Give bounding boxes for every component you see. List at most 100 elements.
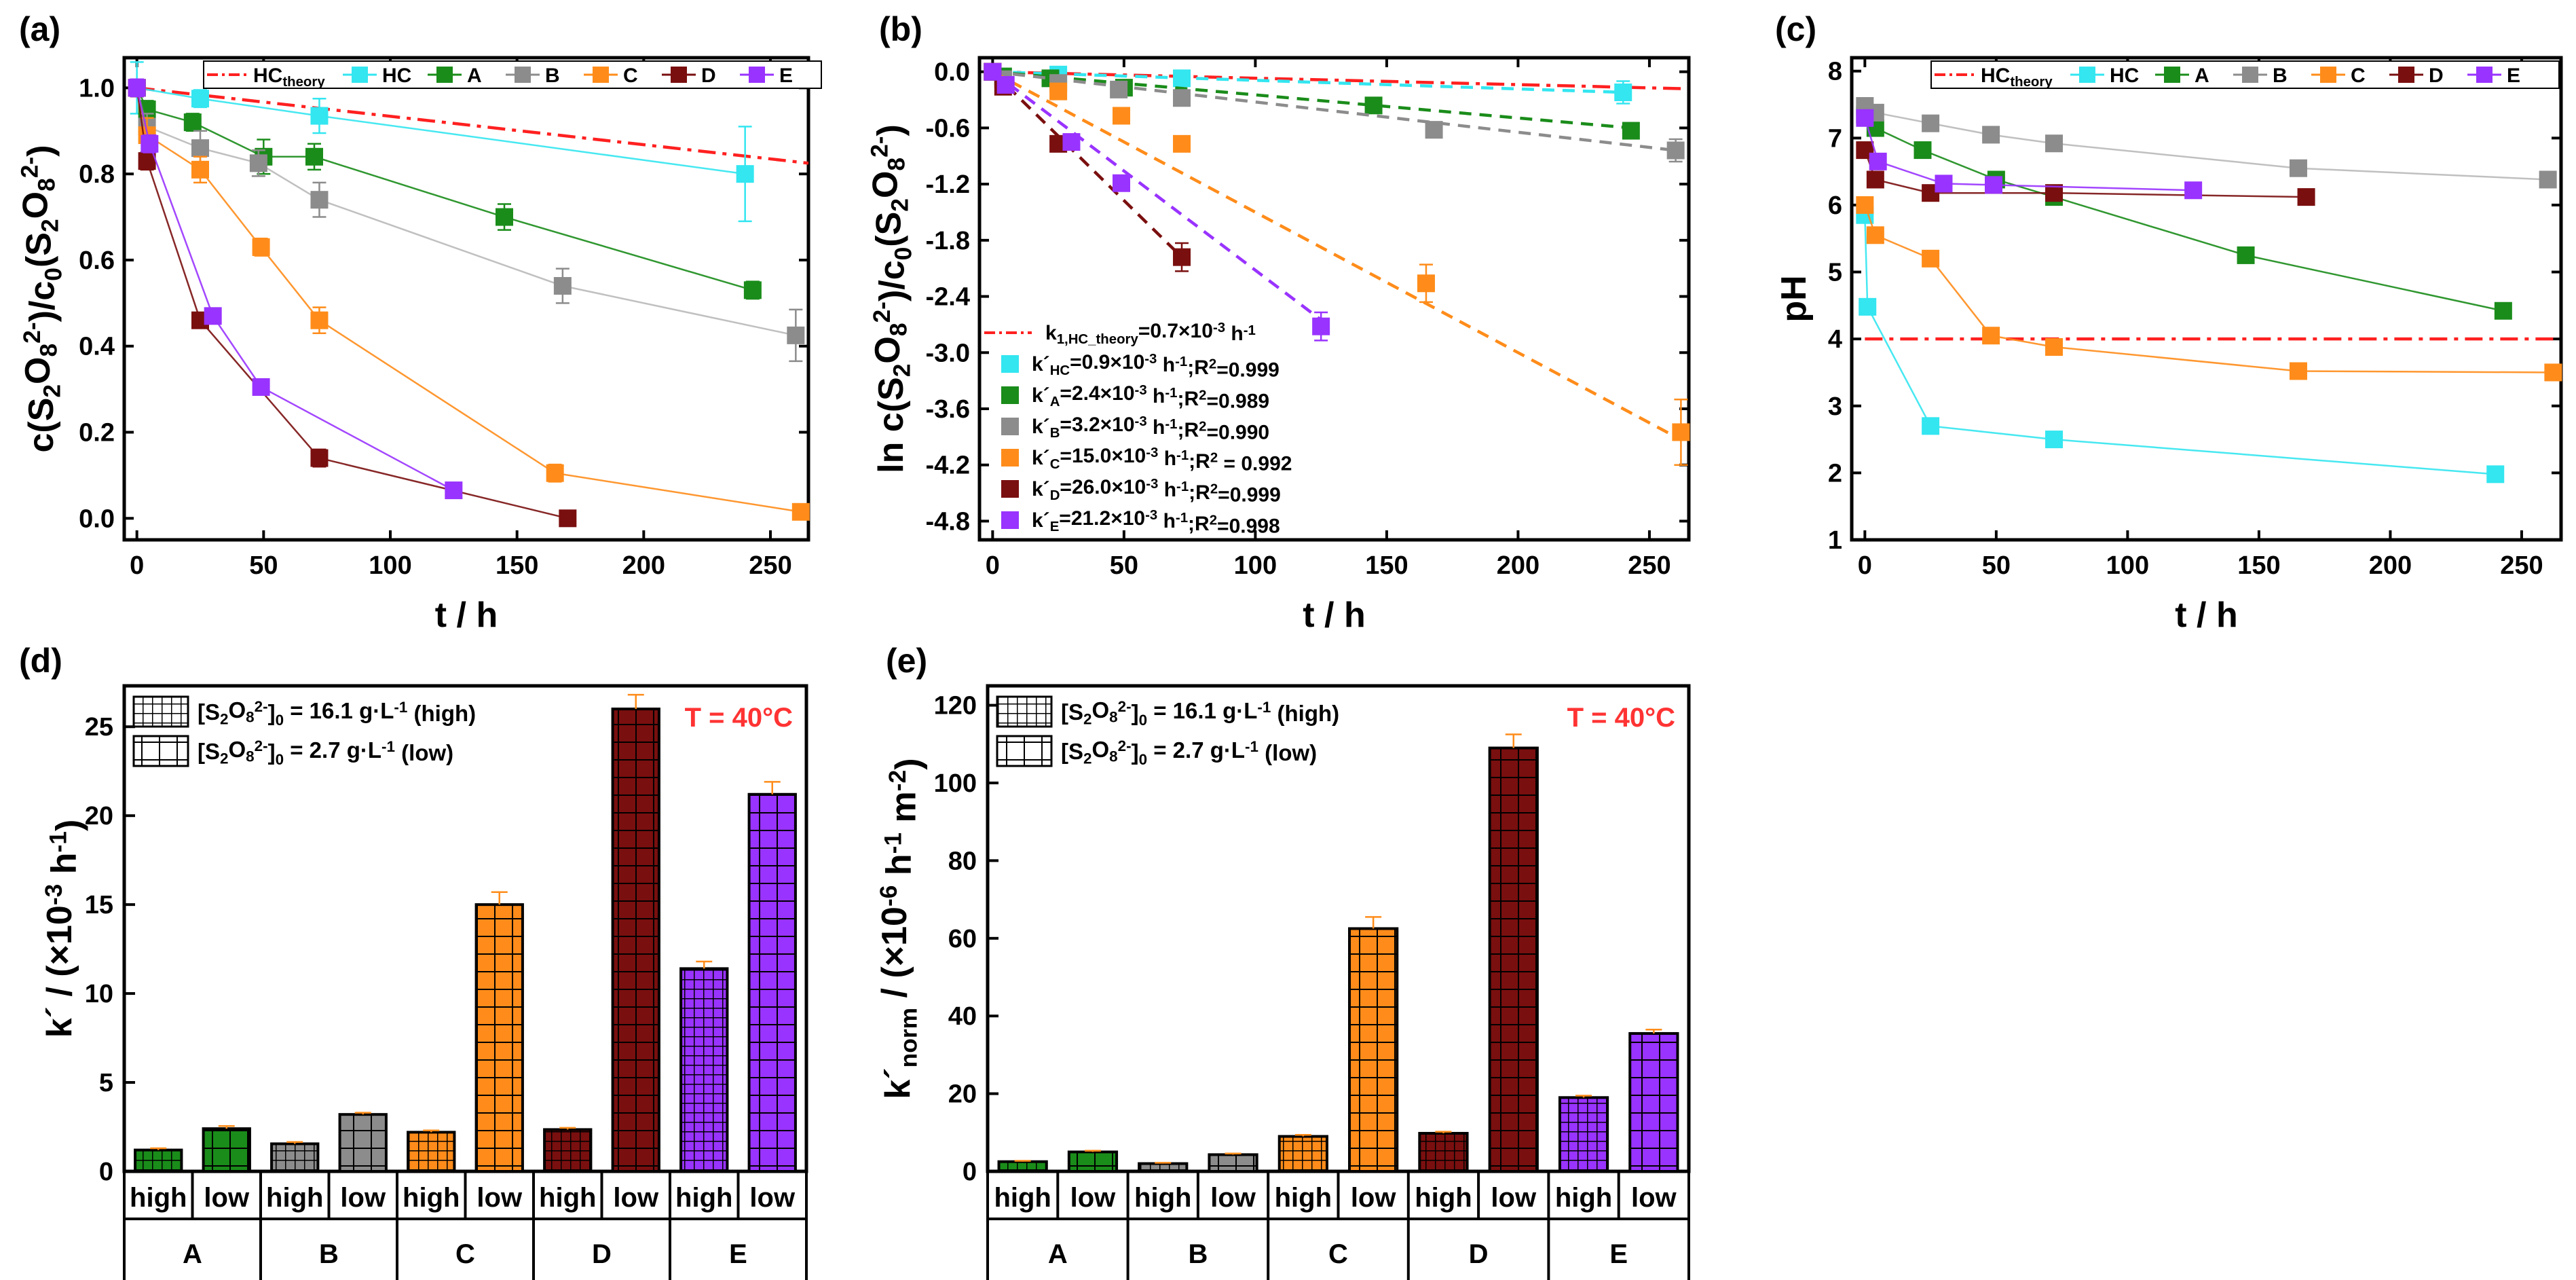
category-label: C (455, 1239, 475, 1269)
data-point-C (1856, 196, 1874, 214)
legend-marker (1001, 355, 1019, 373)
category-label: E (1609, 1239, 1628, 1269)
fit-line-A (992, 70, 1632, 130)
legend-label: k´E=21.2×10-3 h-1;R2=0.998 (1032, 507, 1280, 538)
data-point-E (445, 481, 463, 500)
legend-swatch-pattern (134, 697, 188, 727)
data-point-A (743, 281, 762, 299)
data-point-B (1666, 141, 1685, 160)
data-point-D (2297, 188, 2315, 206)
legend-swatch-pattern (134, 736, 188, 766)
y-tick-label: 100 (934, 769, 977, 798)
legend-marker (593, 67, 609, 83)
y-tick-label: 60 (948, 925, 977, 953)
data-point-A (1364, 96, 1383, 115)
bar-pattern (270, 1142, 320, 1173)
x-tick-label: 200 (2369, 551, 2412, 580)
bar-pattern (997, 1160, 1048, 1173)
y-tick-label: -0.6 (926, 114, 970, 143)
legend-label: k´D=26.0×10-3 h-1;R2=0.999 (1032, 476, 1281, 507)
data-point-C (1672, 423, 1690, 441)
series-line-HC (136, 87, 745, 175)
data-point-E (128, 79, 146, 97)
data-point-D (1866, 170, 1884, 189)
y-tick-label: 25 (85, 713, 113, 742)
subcategory-label: high (1275, 1183, 1332, 1213)
x-tick-label: 0 (130, 551, 144, 580)
y-tick-label: 20 (948, 1080, 977, 1109)
y-tick-label: -1.2 (926, 170, 970, 199)
data-point-B (553, 276, 572, 295)
y-tick-label: 15 (85, 891, 113, 919)
y-tick-label: 120 (934, 692, 977, 720)
subcategory-label: high (1415, 1183, 1472, 1213)
legend-label: HC (382, 65, 411, 87)
category-label: B (319, 1239, 339, 1269)
data-point-E (1113, 174, 1130, 192)
data-point-C (1417, 274, 1435, 293)
bar-pattern (1628, 1031, 1679, 1173)
data-point-A (1622, 122, 1640, 140)
data-point-A (496, 208, 513, 226)
data-point-HC (736, 165, 754, 183)
y-axis-label: k´ / (×10-3 h-1) (40, 820, 88, 1038)
data-point-A (183, 113, 202, 132)
y-tick-label: 20 (85, 802, 113, 830)
y-tick-label: 0.2 (79, 419, 115, 447)
data-point-E (1869, 152, 1887, 170)
y-axis-label: k´norm / (×10-6 h-1 m-2) (875, 758, 928, 1099)
legend-label: HCtheory (253, 65, 325, 90)
temperature-annotation: T = 40°C (1567, 703, 1675, 733)
plot-frame (1850, 56, 2563, 542)
subcategory-label: low (204, 1183, 250, 1213)
data-point-C (191, 160, 209, 179)
bar-pattern (1348, 927, 1399, 1173)
bar-pattern (1138, 1162, 1189, 1173)
data-point-C (2289, 362, 2307, 380)
y-tick-label: 10 (85, 980, 113, 1008)
x-tick-label: 200 (622, 551, 665, 580)
legend-label: A (467, 65, 482, 87)
subcategory-label: low (1631, 1183, 1677, 1213)
legend-label: C (623, 65, 638, 87)
y-tick-label: -4.2 (926, 452, 970, 480)
legend-label: [S2O82-]0 = 2.7 g·L-1 (low) (198, 737, 453, 768)
x-tick-label: 150 (2237, 551, 2280, 580)
data-point-C (1866, 226, 1884, 244)
legend-marker (2164, 67, 2180, 83)
legend-label: k´C=15.0×10-3 h-1;R2 = 0.992 (1032, 445, 1292, 475)
bar-pattern (202, 1127, 251, 1173)
y-tick-label: 3 (1828, 392, 1842, 421)
data-point-E (1935, 175, 1953, 193)
x-tick-label: 250 (749, 551, 791, 580)
fit-line-HC (992, 70, 1624, 94)
legend-marker (1001, 449, 1019, 467)
data-point-D (1173, 248, 1191, 266)
theory-line (992, 70, 1681, 90)
legend-label: E (779, 65, 793, 87)
legend-marker (2320, 67, 2336, 83)
data-point-C (2045, 338, 2064, 356)
y-tick-label: 6 (1828, 191, 1842, 220)
data-point-A (2237, 246, 2255, 264)
y-tick-label: 5 (99, 1069, 113, 1097)
legend-marker (1001, 511, 1019, 529)
x-axis-label: t / h (1303, 596, 1365, 635)
data-point-B (1110, 80, 1128, 98)
bar-pattern (1488, 746, 1539, 1173)
bar-pattern (543, 1128, 593, 1173)
legend-swatch-pattern (997, 697, 1051, 727)
legend-marker (2242, 67, 2258, 83)
data-point-A (2494, 301, 2512, 320)
y-tick-label: 0.0 (79, 505, 115, 533)
legend-marker (1001, 480, 1019, 498)
bar-pattern (1277, 1135, 1328, 1173)
legend-label: k1,HC_theory=0.7×10-3 h-1 (1045, 320, 1256, 347)
data-point-B (249, 154, 267, 172)
bar-pattern (1558, 1096, 1609, 1173)
data-point-C (1049, 82, 1068, 100)
legend-label: k´A=2.4×10-3 h-1;R2=0.989 (1032, 382, 1269, 413)
y-tick-label: -3.0 (926, 339, 970, 367)
bar-pattern (1067, 1150, 1119, 1173)
